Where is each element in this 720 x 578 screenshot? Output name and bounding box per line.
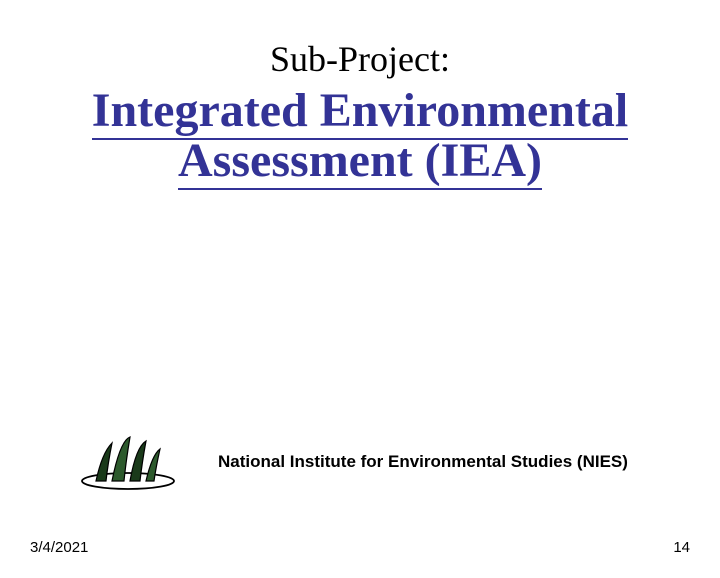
title-line-2: Assessment (IEA) — [178, 134, 542, 190]
footer-date: 3/4/2021 — [30, 539, 88, 556]
slide-title: Integrated Environmental Assessment (IEA… — [0, 86, 720, 187]
institute-name: National Institute for Environmental Stu… — [218, 452, 628, 472]
nies-logo-icon — [78, 433, 178, 491]
institute-row: National Institute for Environmental Stu… — [78, 433, 628, 491]
slide-subtitle: Sub-Project: — [0, 38, 720, 80]
footer-page-number: 14 — [673, 539, 690, 556]
title-line-1: Integrated Environmental — [92, 84, 628, 140]
